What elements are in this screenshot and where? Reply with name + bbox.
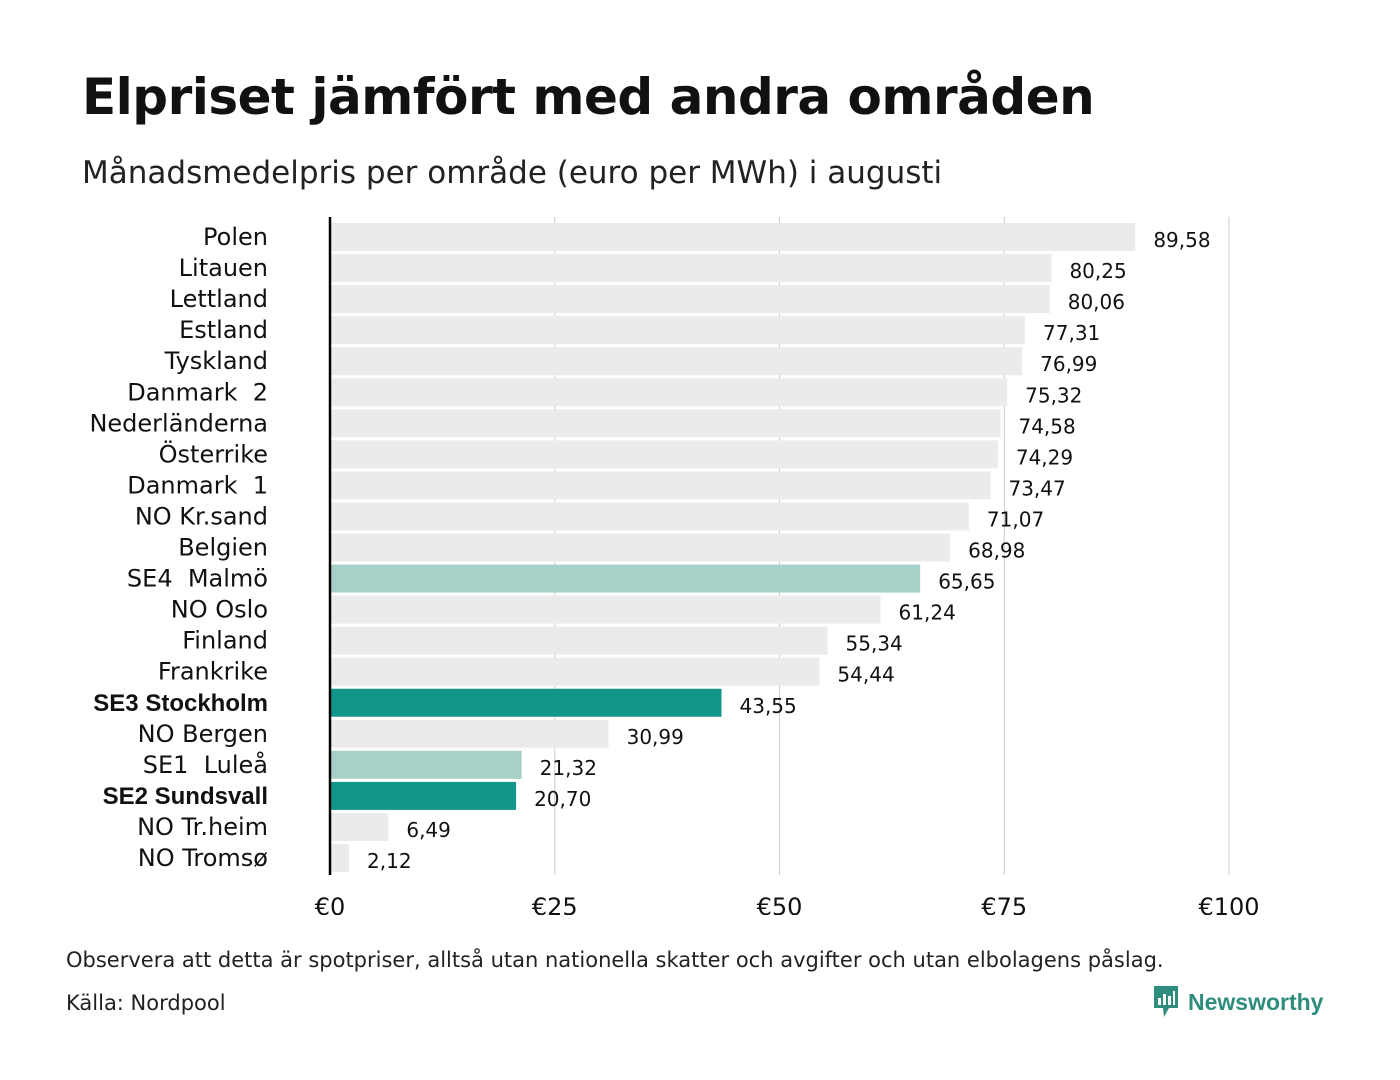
value-label: 2,12 <box>367 849 412 873</box>
value-label: 65,65 <box>938 570 995 594</box>
category-label: Frankrike <box>158 658 268 686</box>
value-label: 80,25 <box>1069 259 1126 283</box>
value-label: 77,31 <box>1043 321 1100 345</box>
category-label: Estland <box>179 316 268 344</box>
chart-subtitle: Månadsmedelpris per område (euro per MWh… <box>82 155 943 191</box>
category-label: SE3 Stockholm <box>93 690 268 717</box>
category-label: Lettland <box>170 285 268 313</box>
bar <box>330 285 1050 314</box>
value-label: 74,29 <box>1016 445 1073 469</box>
x-tick-label: €50 <box>757 893 803 915</box>
newsworthy-logo-icon <box>1154 986 1178 1017</box>
bar <box>330 812 389 841</box>
bars <box>330 223 1136 872</box>
bar <box>330 378 1008 407</box>
value-label: 89,58 <box>1153 228 1210 252</box>
value-label: 71,07 <box>987 507 1044 531</box>
bar <box>330 781 517 810</box>
category-label: SE1 Luleå <box>143 750 268 779</box>
value-labels: 89,58 80,25 80,06 77,31 76,99 75,32 74,58 74,29… <box>367 228 1211 873</box>
bar <box>330 440 998 469</box>
value-label: 76,99 <box>1040 352 1097 376</box>
brand-name: Newsworthy <box>1188 988 1324 1015</box>
x-tick-label: €75 <box>981 893 1027 915</box>
value-label: 55,34 <box>846 632 903 656</box>
value-label: 75,32 <box>1025 383 1082 407</box>
bar <box>330 223 1136 251</box>
category-label: Nederländerna <box>89 409 268 437</box>
value-label: 54,44 <box>837 663 894 687</box>
x-tick-label: €100 <box>1198 893 1259 915</box>
value-label: 73,47 <box>1008 476 1065 500</box>
bar <box>330 316 1026 345</box>
value-label: 30,99 <box>627 725 684 749</box>
bar <box>330 502 969 531</box>
category-label: Belgien <box>178 534 268 562</box>
x-tick-label: €0 <box>315 893 346 915</box>
bar <box>330 347 1023 376</box>
bar <box>330 626 828 655</box>
footnote: Observera att detta är spotpriser, allts… <box>66 948 1164 972</box>
category-label: NO Oslo <box>171 596 268 624</box>
bar <box>330 533 951 562</box>
category-label: Danmark 1 <box>127 471 268 499</box>
bar <box>330 564 921 593</box>
category-label: Tyskland <box>164 347 268 375</box>
category-label: Polen <box>203 223 268 251</box>
bar <box>330 657 820 686</box>
bar <box>330 471 991 500</box>
category-label: Österrike <box>159 439 268 468</box>
bar <box>330 688 722 717</box>
value-label: 6,49 <box>406 818 451 842</box>
bar-chart: Polen Litauen Lettland Estland Tyskland Danma… <box>89 217 1260 915</box>
bar <box>330 409 1001 438</box>
x-tick-label: €25 <box>532 893 578 915</box>
category-labels: Polen Litauen Lettland Estland Tyskland Danma… <box>89 223 268 872</box>
value-label: 74,58 <box>1018 414 1075 438</box>
x-axis-ticks: €0 €25 €50 €75 €100 <box>315 893 1260 915</box>
category-label: NO Bergen <box>138 720 268 748</box>
value-label: 68,98 <box>968 539 1025 563</box>
value-label: 80,06 <box>1068 290 1125 314</box>
chart-title: Elpriset jämfört med andra områden <box>82 68 1095 126</box>
bar <box>330 719 609 748</box>
category-label: Finland <box>182 627 268 655</box>
brand-logo: Newsworthy <box>1152 984 1323 1020</box>
bar <box>330 844 350 872</box>
bar <box>330 254 1052 283</box>
category-label: Litauen <box>179 254 268 282</box>
source-note: Källa: Nordpool <box>66 991 226 1015</box>
category-label: NO Tromsø <box>138 844 268 872</box>
category-label: Danmark 2 <box>127 378 268 406</box>
value-label: 61,24 <box>899 601 956 625</box>
category-label: NO Kr.sand <box>135 502 268 530</box>
value-label: 20,70 <box>534 787 591 811</box>
value-label: 21,32 <box>540 756 597 780</box>
value-label: 43,55 <box>740 694 797 718</box>
category-label: SE4 Malmö <box>127 565 268 593</box>
category-label: SE2 Sundsvall <box>103 783 268 810</box>
bar <box>330 750 522 779</box>
bar <box>330 595 881 624</box>
category-label: NO Tr.heim <box>137 813 268 841</box>
